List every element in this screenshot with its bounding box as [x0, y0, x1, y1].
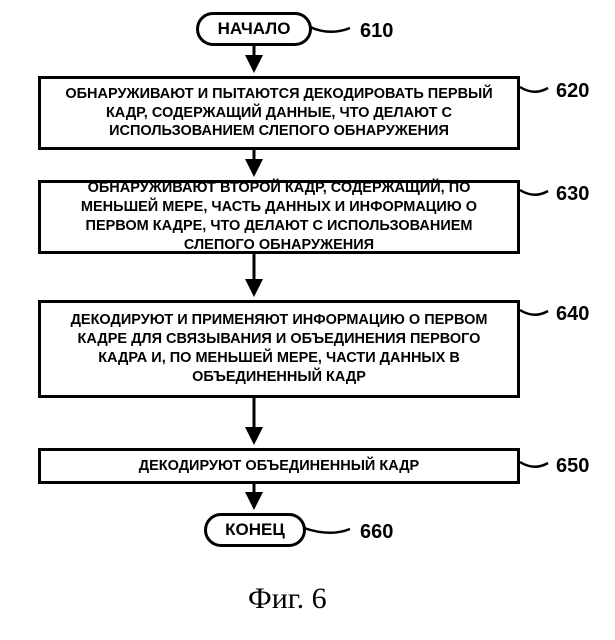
ref-620: 620	[556, 80, 589, 103]
figure-caption: Фиг. 6	[248, 582, 327, 616]
node-start: НАЧАЛО	[196, 12, 312, 46]
node-step3: ДЕКОДИРУЮТ И ПРИМЕНЯЮТ ИНФОРМАЦИЮ О ПЕРВ…	[38, 300, 520, 398]
ref-650: 650	[556, 455, 589, 478]
node-end-label: КОНЕЦ	[225, 520, 285, 540]
node-end: КОНЕЦ	[204, 513, 306, 547]
node-start-label: НАЧАЛО	[218, 19, 291, 39]
ref-660: 660	[360, 521, 393, 544]
leader-650	[520, 462, 548, 467]
leader-660	[304, 528, 350, 533]
ref-640: 640	[556, 303, 589, 326]
leader-630	[520, 190, 548, 195]
node-step3-label: ДЕКОДИРУЮТ И ПРИМЕНЯЮТ ИНФОРМАЦИЮ О ПЕРВ…	[51, 311, 507, 386]
node-step4-label: ДЕКОДИРУЮТ ОБЪЕДИНЕННЫЙ КАДР	[139, 457, 419, 476]
node-step2: ОБНАРУЖИВАЮТ ВТОРОЙ КАДР, СОДЕРЖАЩИЙ, ПО…	[38, 180, 520, 254]
node-step2-label: ОБНАРУЖИВАЮТ ВТОРОЙ КАДР, СОДЕРЖАЩИЙ, ПО…	[51, 179, 507, 254]
node-step1-label: ОБНАРУЖИВАЮТ И ПЫТАЮТСЯ ДЕКОДИРОВАТЬ ПЕР…	[51, 85, 507, 142]
leader-620	[520, 87, 548, 92]
leader-610	[310, 27, 350, 32]
ref-630: 630	[556, 183, 589, 206]
leader-640	[520, 310, 548, 315]
ref-610: 610	[360, 20, 393, 43]
node-step4: ДЕКОДИРУЮТ ОБЪЕДИНЕННЫЙ КАДР	[38, 448, 520, 484]
node-step1: ОБНАРУЖИВАЮТ И ПЫТАЮТСЯ ДЕКОДИРОВАТЬ ПЕР…	[38, 76, 520, 150]
flowchart-canvas: НАЧАЛО 610 ОБНАРУЖИВАЮТ И ПЫТАЮТСЯ ДЕКОД…	[0, 0, 615, 640]
